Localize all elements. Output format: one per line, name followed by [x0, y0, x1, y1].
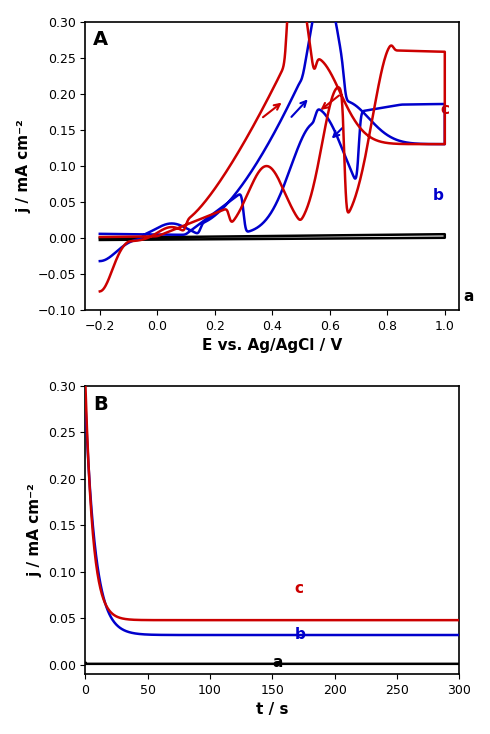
X-axis label: t / s: t / s: [256, 702, 289, 717]
Text: B: B: [93, 395, 108, 413]
X-axis label: E vs. Ag/AgCl / V: E vs. Ag/AgCl / V: [202, 338, 343, 353]
Y-axis label: j / mA cm⁻²: j / mA cm⁻²: [27, 483, 42, 577]
Y-axis label: j / mA cm⁻²: j / mA cm⁻²: [17, 119, 32, 213]
Text: c: c: [441, 102, 449, 117]
Text: c: c: [294, 581, 304, 596]
Text: b: b: [433, 189, 444, 203]
Text: b: b: [294, 628, 306, 642]
Text: a: a: [272, 655, 283, 670]
Text: a: a: [463, 289, 473, 304]
Text: A: A: [93, 30, 108, 49]
